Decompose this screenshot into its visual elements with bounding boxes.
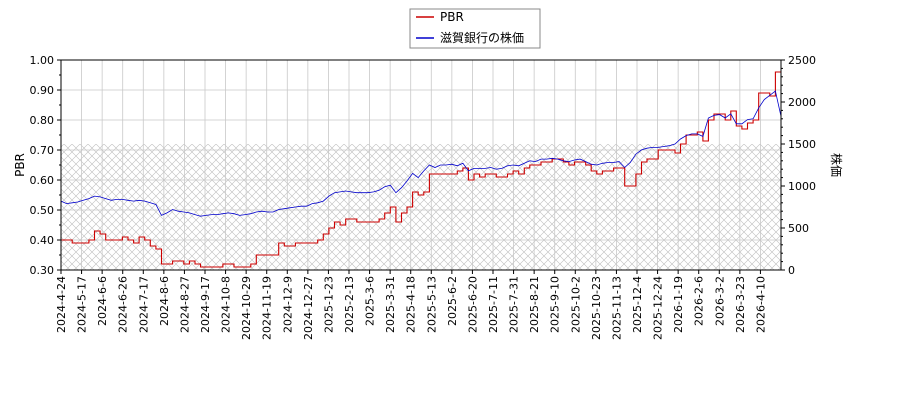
x-tick-label: 2026-3-2 — [713, 276, 726, 326]
right-axis-ticks: 0 500 1000 1500 2000 2500 — [781, 54, 816, 277]
x-tick-label: 2025-6-20 — [466, 276, 479, 333]
x-tick-label: 2024-5-17 — [76, 276, 89, 333]
x-tick-label: 2025-8-21 — [528, 276, 541, 333]
x-tick-label: 2026-2-6 — [693, 276, 706, 326]
x-axis-ticks: 2024-4-24 2024-5-17 2024-6-6 2024-6-26 2024-… — [55, 270, 767, 340]
x-tick-label: 2025-12-4 — [631, 276, 644, 333]
x-tick-label: 2024-4-24 — [55, 276, 68, 333]
x-tick-label: 2024-10-8 — [220, 276, 233, 333]
x-tick-label: 2025-3-6 — [364, 276, 377, 326]
x-tick-label: 2025-9-10 — [549, 276, 562, 333]
right-axis-label: 株価 — [829, 153, 844, 177]
shaded-band — [61, 144, 781, 270]
right-tick-label: 1500 — [788, 138, 816, 151]
x-tick-label: 2025-10-23 — [590, 276, 603, 340]
x-tick-label: 2024-9-17 — [199, 276, 212, 333]
x-tick-label: 2025-5-13 — [425, 276, 438, 333]
x-tick-label: 2024-6-26 — [117, 276, 130, 333]
left-tick-label: 0.70 — [30, 144, 55, 157]
left-axis-label: PBR — [13, 153, 27, 177]
x-tick-label: 2024-7-17 — [137, 276, 150, 333]
x-tick-label: 2024-11-19 — [261, 276, 274, 340]
x-tick-label: 2025-4-18 — [405, 276, 418, 333]
x-tick-label: 2024-12-27 — [302, 276, 315, 340]
right-tick-label: 1000 — [788, 180, 816, 193]
x-tick-label: 2025-6-2 — [446, 276, 459, 326]
left-axis-ticks: 0.30 0.40 0.50 0.60 0.70 0.80 0.90 1.00 — [30, 54, 61, 277]
left-tick-label: 0.60 — [30, 174, 55, 187]
x-tick-label: 2026-4-10 — [754, 276, 767, 333]
x-tick-label: 2026-3-23 — [734, 276, 747, 333]
legend-label-price: 滋賀銀行の株価 — [440, 30, 524, 45]
left-tick-label: 0.50 — [30, 204, 55, 217]
x-tick-label: 2026-1-19 — [672, 276, 685, 333]
left-tick-label: 1.00 — [30, 54, 55, 67]
x-tick-label: 2025-10-2 — [569, 276, 582, 333]
x-tick-label: 2024-6-6 — [96, 276, 109, 326]
left-tick-label: 0.40 — [30, 234, 55, 247]
right-tick-label: 0 — [788, 264, 795, 277]
right-tick-label: 2500 — [788, 54, 816, 67]
x-tick-label: 2025-3-31 — [384, 276, 397, 333]
x-tick-label: 2025-2-13 — [343, 276, 356, 333]
x-tick-label: 2024-12-9 — [281, 276, 294, 333]
x-tick-label: 2024-8-27 — [178, 276, 191, 333]
legend: PBR 滋賀銀行の株価 — [409, 8, 541, 49]
right-tick-label: 500 — [788, 222, 809, 235]
x-tick-label: 2025-11-13 — [610, 276, 623, 340]
x-tick-label: 2024-8-6 — [158, 276, 171, 326]
legend-label-pbr: PBR — [440, 10, 464, 24]
pbr-series-line — [61, 71, 781, 268]
x-tick-label: 2025-7-31 — [508, 276, 521, 333]
right-tick-label: 2000 — [788, 96, 816, 109]
left-tick-label: 0.30 — [30, 264, 55, 277]
legend-box — [409, 8, 541, 49]
left-tick-label: 0.80 — [30, 114, 55, 127]
x-tick-label: 2025-12-24 — [652, 276, 665, 340]
price-series-line — [60, 90, 782, 217]
left-tick-label: 0.90 — [30, 84, 55, 97]
x-tick-label: 2025-1-23 — [322, 276, 335, 333]
x-tick-label: 2025-7-11 — [487, 276, 500, 333]
x-tick-label: 2024-10-29 — [240, 276, 253, 340]
